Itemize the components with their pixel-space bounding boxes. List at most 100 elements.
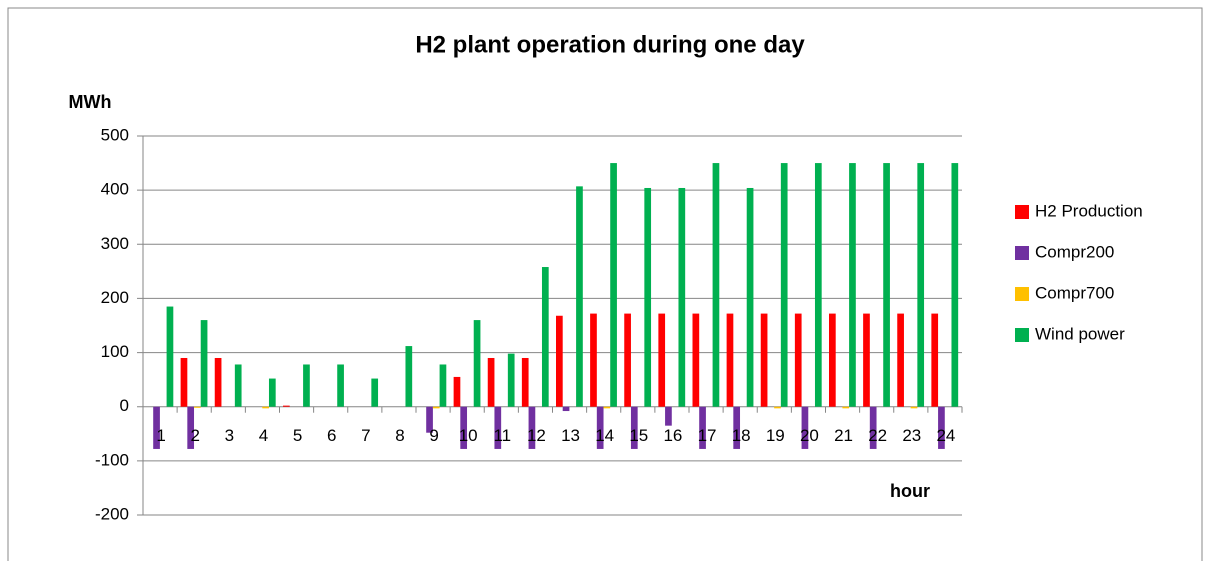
bar <box>268 378 276 407</box>
bar <box>473 320 481 407</box>
bar <box>234 364 242 407</box>
bar <box>596 406 604 449</box>
bar <box>541 267 549 407</box>
bar <box>726 313 734 407</box>
bar <box>794 313 802 407</box>
bar <box>337 364 344 407</box>
chart-frame <box>7 7 1203 561</box>
bar <box>494 406 502 449</box>
legend-label: Wind power <box>1035 324 1125 343</box>
bar <box>917 163 925 407</box>
bar <box>194 406 201 408</box>
x-axis-title: hour <box>890 481 930 501</box>
y-axis-title: MWh <box>69 92 112 112</box>
bar <box>610 163 617 407</box>
bar <box>658 313 666 407</box>
bar <box>460 406 468 449</box>
legend-swatch <box>1015 287 1029 301</box>
x-tick-label: 6 <box>327 426 336 445</box>
x-tick-label: 16 <box>663 426 682 445</box>
bar <box>746 187 754 407</box>
x-tick-label: 19 <box>766 426 785 445</box>
bar <box>453 376 461 407</box>
bar <box>426 406 433 433</box>
bar <box>507 353 515 407</box>
legend-swatch <box>1015 246 1029 260</box>
legend-label: H2 Production <box>1035 201 1143 220</box>
y-tick-label: 300 <box>101 234 129 253</box>
bar <box>214 357 222 407</box>
x-tick-label: 17 <box>698 426 717 445</box>
bar <box>603 406 611 409</box>
chart-title: H2 plant operation during one day <box>415 31 805 58</box>
bar <box>951 163 959 407</box>
x-tick-label: 7 <box>361 426 370 445</box>
bar <box>187 406 195 449</box>
y-tick-label: 500 <box>101 125 129 144</box>
bar <box>774 406 781 409</box>
bar <box>910 406 918 409</box>
bar <box>624 313 631 407</box>
y-tick-label: 0 <box>120 396 129 415</box>
x-tick-label: 21 <box>834 426 853 445</box>
bar <box>897 313 904 407</box>
bar <box>938 406 945 449</box>
y-tick-label: -100 <box>95 450 129 469</box>
x-tick-label: 4 <box>259 426 268 445</box>
x-tick-label: 11 <box>493 426 511 445</box>
x-tick-label: 24 <box>936 426 955 445</box>
x-tick-label: 5 <box>293 426 302 445</box>
bar <box>699 406 706 449</box>
y-tick-label: -200 <box>95 504 129 523</box>
x-tick-label: 22 <box>868 426 887 445</box>
x-tick-label: 8 <box>395 426 404 445</box>
bar <box>487 357 495 407</box>
bar <box>883 163 890 407</box>
bar <box>814 163 822 407</box>
bar <box>712 163 720 407</box>
bar <box>562 406 570 412</box>
bar <box>528 406 536 449</box>
bar <box>180 357 188 407</box>
x-tick-label: 12 <box>527 426 546 445</box>
bar <box>556 315 563 407</box>
bar <box>863 313 870 407</box>
x-tick-label: 15 <box>629 426 648 445</box>
bar <box>801 406 809 449</box>
legend-swatch <box>1015 205 1029 219</box>
bar <box>303 364 310 407</box>
bar <box>439 364 447 407</box>
bar <box>576 186 583 407</box>
bar <box>590 313 597 407</box>
bar <box>760 313 768 407</box>
bar <box>166 306 174 407</box>
bar <box>630 406 638 449</box>
x-tick-label: 18 <box>732 426 751 445</box>
bar <box>931 313 939 407</box>
y-tick-label: 400 <box>101 180 129 199</box>
bar <box>405 346 413 407</box>
bar <box>521 357 529 407</box>
bar <box>371 378 379 407</box>
x-tick-label: 2 <box>190 426 199 445</box>
bar <box>733 406 741 449</box>
x-tick-label: 3 <box>225 426 234 445</box>
bar <box>849 163 856 407</box>
bar <box>692 313 700 407</box>
bar <box>262 406 269 409</box>
bar <box>153 406 160 449</box>
legend-label: Compr200 <box>1035 242 1114 261</box>
bar <box>842 406 850 409</box>
bar <box>665 406 672 426</box>
x-tick-label: 14 <box>595 426 614 445</box>
x-tick-label: 23 <box>902 426 921 445</box>
bar <box>432 406 440 409</box>
bar <box>678 187 686 407</box>
bar <box>644 187 652 407</box>
bar <box>869 406 877 449</box>
x-tick-label: 13 <box>561 426 580 445</box>
x-tick-label: 20 <box>800 426 819 445</box>
x-tick-label: 10 <box>459 426 478 445</box>
legend-swatch <box>1015 328 1029 342</box>
